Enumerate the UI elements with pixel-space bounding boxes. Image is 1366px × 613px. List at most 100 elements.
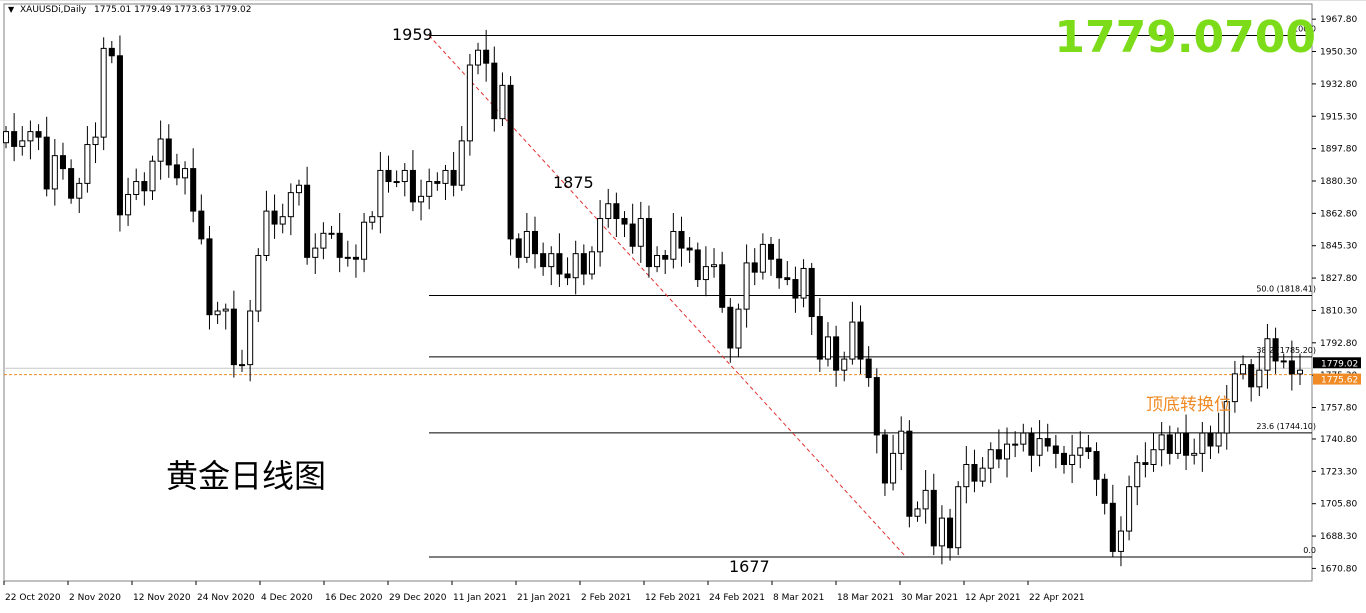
y-tick-label: 1810.30 (1320, 306, 1357, 316)
candle-body (1060, 452, 1068, 465)
candle-body (1272, 338, 1279, 362)
candle-body (312, 247, 319, 258)
y-tick-label: 1845.30 (1320, 242, 1357, 252)
x-tick-label: 8 Mar 2021 (773, 593, 824, 603)
candle-body (580, 253, 587, 275)
candle-body (881, 434, 888, 484)
candle-body (833, 336, 840, 371)
candle-body (1264, 338, 1271, 371)
candle-body (1199, 432, 1206, 454)
header-triangle-icon[interactable]: ▼ (8, 5, 15, 14)
candle-body (125, 193, 132, 216)
fib-label: 50.0 (1818.41) (1256, 284, 1316, 293)
candle-body (890, 452, 897, 484)
x-tick-label: 2 Feb 2021 (581, 593, 631, 603)
candle-body (92, 136, 99, 146)
candle-body (979, 467, 986, 482)
candle-body (792, 279, 799, 299)
candle-body (1296, 369, 1304, 375)
x-tick-label: 11 Jan 2021 (453, 593, 507, 603)
note-cn: 顶底转换位 (1146, 395, 1231, 415)
candle-body (1093, 451, 1100, 480)
y-tick-label: 1740.80 (1320, 435, 1357, 445)
fib-levels: 100.0 50.0 (1818.41) 38.2 (1785.20) 23.6 (1… (4, 24, 1316, 558)
candle-body (824, 336, 831, 360)
candle-body (418, 195, 425, 203)
candle-body (59, 155, 66, 170)
candle-body (238, 364, 246, 367)
candle-body (1020, 432, 1027, 445)
candle-body (222, 308, 229, 312)
candle-body (19, 140, 26, 147)
candle-body (328, 232, 335, 235)
y-tick-label: 1757.80 (1320, 404, 1357, 414)
candle-body (230, 308, 237, 366)
candle-body (442, 169, 449, 184)
candle-body (1117, 530, 1124, 552)
candle-body (247, 310, 254, 366)
fib-label: 38.2 (1785.20) (1256, 346, 1316, 355)
candle-body (971, 463, 978, 482)
candle-body (694, 249, 701, 281)
candle-body (133, 181, 140, 195)
candle-body (1280, 360, 1287, 363)
trend-line (428, 35, 907, 558)
candle-body (727, 306, 734, 349)
plot-frame (3, 3, 1313, 582)
y-tick-label: 1705.80 (1320, 500, 1357, 510)
candle-body (930, 489, 937, 547)
candle-body (255, 255, 262, 312)
candle-body (1288, 360, 1295, 375)
candle-body (141, 181, 148, 192)
candle-body (1256, 369, 1263, 388)
candle-body (51, 155, 58, 190)
candle-body (1134, 462, 1141, 488)
candle-body (190, 168, 197, 212)
candle-body (963, 463, 970, 488)
candle-body (491, 62, 498, 120)
y-tick-label: 1688.30 (1320, 532, 1357, 542)
y-tick-label: 1932.80 (1320, 80, 1357, 90)
candle-body (116, 55, 123, 216)
candle-body (564, 273, 571, 279)
candle-body (198, 210, 205, 240)
candle-body (1142, 462, 1149, 465)
candle-body (605, 203, 612, 220)
candle-body (401, 169, 408, 183)
fib-label: 23.6 (1744.10) (1256, 422, 1316, 431)
candle-body (987, 449, 994, 469)
y-tick-label: 1792.80 (1320, 339, 1357, 349)
candle-body (369, 216, 376, 223)
candle-body (947, 517, 954, 549)
candle-body (751, 262, 758, 273)
candle-body (808, 267, 815, 318)
candle-body (613, 203, 620, 220)
x-tick-label: 12 Apr 2021 (965, 593, 1021, 603)
candle-body (2, 131, 10, 144)
x-axis: 22 Oct 2020 2 Nov 2020 12 Nov 2020 24 Nov 2… (3, 581, 1085, 603)
x-tick-label: 29 Dec 2020 (389, 593, 447, 603)
candle-body (686, 247, 693, 251)
x-tick-label: 22 Oct 2020 (5, 593, 61, 603)
candle-body (662, 255, 669, 260)
candle-body (1101, 478, 1108, 504)
candle-body (385, 169, 392, 183)
trend-lines (428, 35, 907, 558)
y-tick-label: 1880.30 (1320, 177, 1357, 187)
candle-body (800, 267, 807, 299)
candle-body (523, 230, 530, 258)
candle-body (515, 238, 522, 258)
candle-body (645, 218, 652, 268)
candle-body (426, 181, 433, 197)
candle-body (1069, 454, 1076, 465)
candle-body (84, 144, 91, 184)
candle-body (995, 449, 1002, 460)
candle-body (531, 230, 539, 255)
x-tick-label: 21 Jan 2021 (517, 593, 571, 603)
candle-body (157, 138, 164, 162)
x-tick-label: 24 Feb 2021 (709, 593, 765, 603)
price-tag (1313, 357, 1361, 369)
candle-body (108, 47, 115, 57)
